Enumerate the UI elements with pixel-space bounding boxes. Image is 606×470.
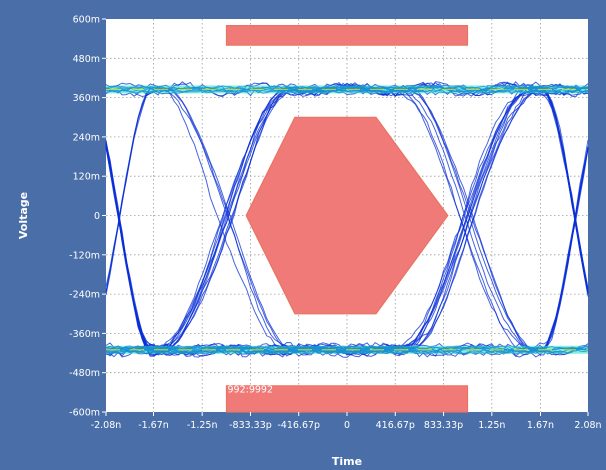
bottom-mask [225, 385, 469, 413]
y-tick-label: -600m [69, 408, 100, 419]
x-tick-label: 2.08n [574, 420, 601, 431]
y-tick-label: -480m [69, 368, 100, 379]
x-tick-label: -833.33p [229, 420, 272, 431]
center-mask [245, 116, 449, 315]
x-tick-label: -416.67p [277, 420, 320, 431]
mask-regions [225, 25, 469, 413]
mask-label: 992:9992 [228, 384, 274, 395]
y-tick-label: 480m [73, 54, 100, 65]
x-tick-label: 833.33p [424, 420, 463, 431]
y-tick-label: -360m [69, 329, 100, 340]
y-tick-label: 240m [73, 132, 100, 143]
x-tick-label: 416.67p [376, 420, 415, 431]
x-tick-label: -2.08n [91, 420, 122, 431]
x-tick-labels: -2.08n -1.67n -1.25n -833.33p -416.67p 0 416.6… [91, 412, 602, 431]
y-tick-label: 600m [73, 15, 100, 26]
x-tick-label: 0 [344, 420, 350, 431]
top-mask [225, 25, 469, 46]
y-tick-label: 360m [73, 93, 100, 104]
x-axis-title: Time [332, 455, 362, 468]
y-axis-title: Voltage [17, 192, 30, 239]
y-tick-label: 0 [94, 211, 100, 222]
y-tick-label: -120m [69, 250, 100, 261]
y-tick-label: -240m [69, 290, 100, 301]
y-tick-label: 120m [73, 172, 100, 183]
signal-traces [105, 81, 589, 358]
x-tick-label: -1.67n [138, 420, 169, 431]
x-tick-label: 1.67n [527, 420, 554, 431]
x-tick-label: 1.25n [478, 420, 505, 431]
x-tick-label: -1.25n [187, 420, 218, 431]
y-tick-labels: 600m 480m 360m 240m 120m 0 -120m -240m -360m -480… [69, 15, 106, 419]
